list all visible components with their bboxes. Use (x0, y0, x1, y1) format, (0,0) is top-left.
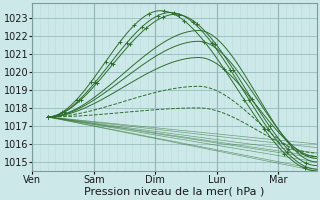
X-axis label: Pression niveau de la mer( hPa ): Pression niveau de la mer( hPa ) (84, 187, 265, 197)
